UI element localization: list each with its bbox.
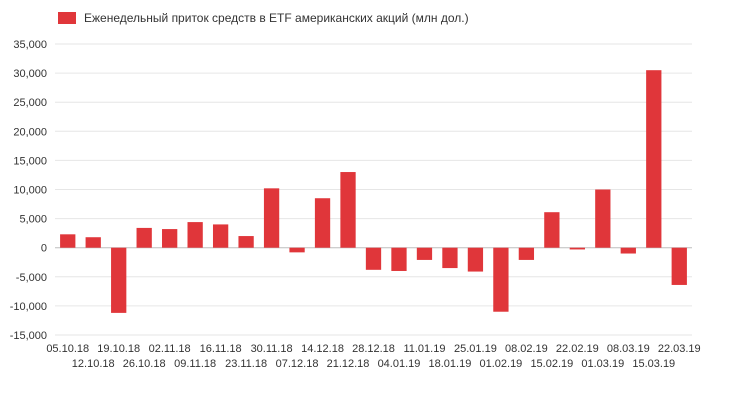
bar: [238, 236, 254, 248]
bar: [263, 188, 280, 248]
bar: [85, 237, 101, 248]
y-tick-label: -5,000: [16, 272, 47, 284]
x-tick-label: 01.03.19: [581, 358, 624, 370]
x-tick-label: 07.12.18: [276, 358, 319, 370]
x-tick-label: 26.10.18: [123, 358, 166, 370]
x-tick-label: 19.10.18: [97, 343, 140, 355]
bar: [595, 189, 611, 248]
y-tick-label: -15,000: [10, 330, 47, 342]
x-tick-label: 28.12.18: [352, 343, 395, 355]
bar: [340, 172, 356, 248]
bar: [416, 247, 433, 260]
bar: [544, 212, 560, 248]
x-tick-label: 16.11.18: [200, 343, 242, 355]
y-tick-label: 0: [41, 243, 47, 255]
x-tick-label: 08.03.19: [607, 343, 650, 355]
bar: [518, 247, 535, 260]
x-tick-label: 02.11.18: [149, 343, 191, 355]
x-tick-label: 21.12.18: [327, 358, 370, 370]
bar: [467, 247, 484, 272]
x-tick-label: 18.01.19: [429, 358, 472, 370]
x-tick-label: 30.11.18: [251, 343, 293, 355]
x-tick-label: 11.01.19: [403, 343, 445, 355]
bar: [162, 229, 178, 248]
bar: [289, 247, 305, 253]
y-tick-label: -10,000: [10, 301, 47, 313]
bar: [187, 222, 203, 248]
bar: [646, 70, 662, 248]
y-tick-label: 35,000: [13, 39, 47, 51]
bar: [620, 247, 636, 254]
x-tick-label: 25.01.19: [454, 343, 497, 355]
legend-label: Еженедельный приток средств в ETF америк…: [84, 11, 469, 25]
x-tick-label: 15.03.19: [632, 358, 675, 370]
y-tick-label: 20,000: [13, 126, 47, 138]
legend-swatch: [58, 12, 76, 24]
bar: [111, 247, 127, 313]
bar: [365, 247, 382, 270]
x-tick-label: 14.12.18: [301, 343, 344, 355]
x-tick-label: 04.01.19: [378, 358, 421, 370]
x-tick-label: 22.02.19: [556, 343, 599, 355]
x-tick-label: 09.11.18: [174, 358, 216, 370]
y-tick-label: 5,000: [19, 214, 47, 226]
x-tick-label: 05.10.18: [46, 343, 89, 355]
x-tick-label: 08.02.19: [505, 343, 548, 355]
y-tick-label: 15,000: [13, 155, 47, 167]
bar: [493, 247, 509, 312]
x-tick-label: 15.02.19: [530, 358, 573, 370]
bar: [442, 247, 458, 269]
bar: [136, 227, 152, 248]
y-tick-label: 30,000: [13, 68, 47, 80]
x-tick-label: 22.03.19: [658, 343, 701, 355]
y-tick-label: 25,000: [13, 97, 47, 109]
bar: [391, 247, 407, 271]
bar: [314, 198, 331, 248]
bar: [60, 234, 76, 248]
x-tick-label: 23.11.18: [225, 358, 267, 370]
y-tick-label: 10,000: [13, 185, 47, 197]
x-tick-label: 12.10.18: [72, 358, 115, 370]
bar: [671, 247, 687, 285]
x-tick-label: 01.02.19: [479, 358, 522, 370]
bar: [212, 224, 229, 248]
legend: Еженедельный приток средств в ETF америк…: [58, 11, 469, 25]
bar: [569, 247, 585, 250]
